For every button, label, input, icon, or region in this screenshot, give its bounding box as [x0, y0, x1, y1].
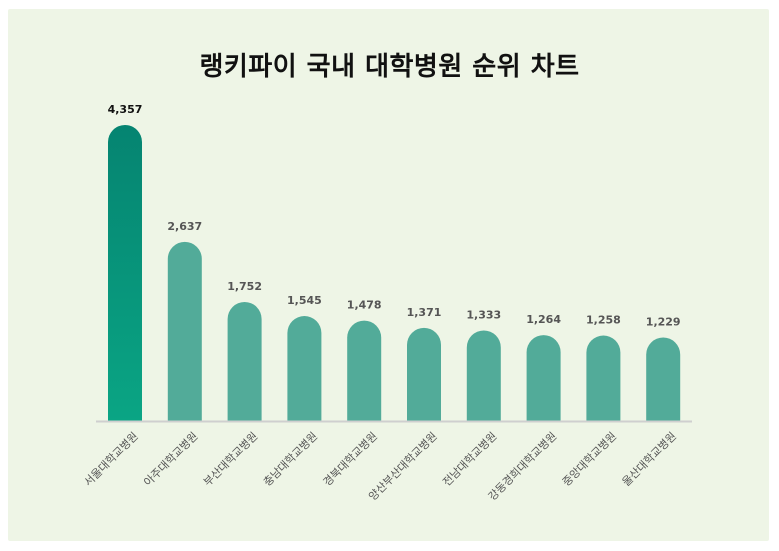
- category-label-9: 중앙대학교병원: [560, 430, 619, 489]
- chart-title: 랭키파이 국내 대학병원 순위 차트: [199, 52, 580, 82]
- value-label-3: 1,752: [227, 280, 262, 293]
- bar-3: [227, 301, 262, 421]
- value-label-8: 1,264: [526, 313, 561, 326]
- value-label-1: 4,357: [108, 103, 143, 116]
- category-label-5: 경북대학교병원: [321, 430, 380, 489]
- bar-5: [347, 320, 382, 421]
- bar-9: [586, 335, 621, 421]
- value-label-7: 1,333: [466, 308, 501, 321]
- category-label-2: 아주대학교병원: [141, 430, 200, 489]
- category-label-4: 충남대학교병원: [261, 430, 320, 489]
- bar-6: [407, 327, 441, 421]
- value-label-6: 1,371: [407, 306, 442, 319]
- bar-2: [167, 241, 202, 421]
- category-label-3: 부산대학교병원: [201, 430, 260, 489]
- value-label-9: 1,258: [586, 314, 621, 327]
- bar-7: [466, 330, 501, 421]
- category-label-1: 서울대학교병원: [81, 430, 140, 489]
- category-label-7: 전남대학교병원: [440, 430, 499, 489]
- value-label-5: 1,478: [347, 299, 382, 312]
- category-label-10: 울산대학교병원: [620, 430, 679, 489]
- bar-4: [287, 316, 322, 421]
- value-label-10: 1,229: [646, 316, 681, 329]
- value-label-4: 1,545: [287, 294, 322, 307]
- bar-8: [526, 335, 561, 421]
- bar-1: [108, 125, 142, 421]
- value-label-2: 2,637: [167, 220, 202, 233]
- bar-10: [646, 337, 681, 421]
